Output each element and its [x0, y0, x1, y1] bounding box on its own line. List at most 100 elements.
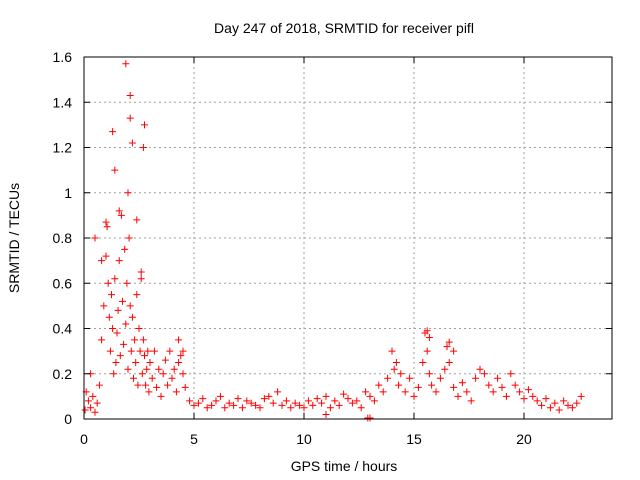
- data-point: [177, 352, 185, 360]
- data-point: [91, 408, 99, 416]
- data-point: [164, 381, 172, 389]
- data-point: [216, 392, 224, 400]
- data-point: [362, 388, 370, 396]
- data-point: [546, 404, 554, 412]
- data-point: [175, 336, 183, 344]
- data-point: [520, 395, 528, 403]
- data-point: [139, 144, 147, 151]
- data-point: [555, 406, 563, 414]
- data-point: [454, 392, 462, 400]
- data-point: [414, 383, 422, 391]
- data-point: [133, 216, 141, 224]
- data-point: [115, 207, 123, 215]
- data-point: [498, 383, 506, 391]
- data-point: [127, 347, 135, 355]
- data-point: [116, 352, 124, 360]
- data-point: [577, 392, 585, 400]
- x-axis-title: GPS time / hours: [291, 458, 398, 474]
- data-point: [137, 275, 145, 283]
- x-tick-label: 0: [80, 431, 88, 447]
- data-point: [194, 399, 202, 407]
- data-point: [296, 401, 304, 409]
- data-point: [344, 395, 352, 403]
- data-point: [124, 365, 132, 373]
- data-point: [485, 381, 493, 389]
- data-point: [542, 395, 550, 403]
- data-point: [234, 395, 242, 403]
- data-point: [89, 392, 97, 400]
- data-point: [117, 211, 125, 219]
- data-point: [348, 399, 356, 407]
- data-point: [388, 347, 396, 355]
- data-point: [443, 343, 451, 351]
- data-point: [168, 374, 176, 382]
- data-point: [123, 279, 131, 287]
- data-point: [98, 257, 106, 265]
- data-point: [252, 401, 260, 409]
- chart-title: Day 247 of 2018, SRMTID for receiver pif…: [214, 20, 474, 36]
- data-point: [384, 374, 392, 382]
- data-point: [243, 397, 251, 405]
- data-point: [450, 383, 458, 391]
- y-tick-label: 1.6: [53, 49, 73, 65]
- data-point: [91, 234, 99, 242]
- data-point: [401, 388, 409, 396]
- data-point: [489, 388, 497, 396]
- data-point: [130, 374, 137, 382]
- data-point: [340, 390, 348, 398]
- data-point: [511, 381, 519, 389]
- data-point: [113, 329, 121, 337]
- data-point: [111, 275, 119, 283]
- data-point: [95, 381, 103, 389]
- data-point: [212, 397, 220, 405]
- x-tick-label: 5: [190, 431, 198, 447]
- data-point: [256, 404, 264, 412]
- data-point: [463, 388, 471, 396]
- data-points: [81, 60, 585, 422]
- data-point: [502, 392, 510, 400]
- data-point: [397, 370, 405, 378]
- data-point: [110, 370, 118, 378]
- data-point: [423, 327, 431, 335]
- data-point: [238, 404, 246, 412]
- data-point: [155, 365, 163, 373]
- data-point: [148, 374, 156, 382]
- data-point: [166, 347, 174, 355]
- data-point: [122, 320, 130, 328]
- data-point: [84, 397, 92, 405]
- data-point: [428, 381, 436, 389]
- data-point: [102, 252, 110, 260]
- data-point: [309, 401, 317, 409]
- data-point: [313, 395, 321, 403]
- data-point: [395, 381, 403, 389]
- data-point: [103, 223, 111, 231]
- data-point: [353, 397, 361, 405]
- data-point: [450, 347, 458, 355]
- data-point: [375, 381, 383, 389]
- data-point: [114, 306, 122, 314]
- data-point: [472, 374, 480, 382]
- data-point: [480, 370, 488, 378]
- data-point: [331, 397, 339, 405]
- data-point: [247, 399, 255, 407]
- data-point: [125, 234, 133, 242]
- data-point: [179, 370, 187, 378]
- data-point: [507, 370, 515, 378]
- data-point: [141, 352, 148, 360]
- data-point: [494, 374, 502, 382]
- data-point: [392, 358, 400, 366]
- data-point: [425, 334, 433, 342]
- data-point: [230, 401, 238, 409]
- data-point: [441, 365, 449, 373]
- data-point: [81, 406, 89, 414]
- data-point: [144, 347, 152, 355]
- data-point: [150, 347, 158, 355]
- data-point: [109, 325, 117, 332]
- data-point: [172, 388, 180, 396]
- data-point: [141, 121, 148, 129]
- y-tick-label: 1.2: [53, 140, 73, 156]
- data-point: [366, 414, 374, 422]
- data-point: [560, 397, 568, 405]
- data-point: [208, 401, 216, 409]
- data-point: [432, 388, 440, 396]
